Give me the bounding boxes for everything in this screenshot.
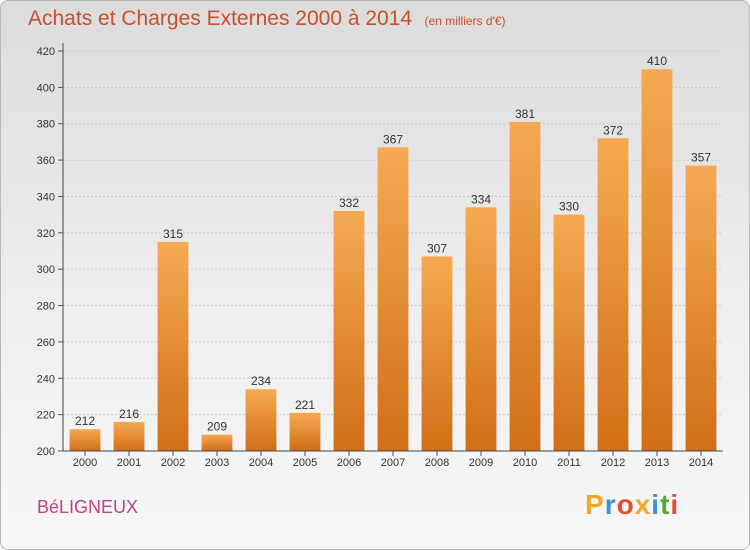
proxiti-logo: Proxiti [585, 489, 679, 521]
data-label: 307 [427, 241, 447, 255]
commune-name: BéLIGNEUX [37, 497, 139, 517]
bar-2012 [597, 138, 629, 452]
logo-letter: i [670, 489, 680, 520]
y-tick-label: 280 [37, 301, 55, 313]
bar-2002 [157, 241, 189, 451]
x-tick-label: 2000 [73, 457, 97, 469]
bar-2001 [113, 421, 145, 451]
x-tick-label: 2005 [293, 457, 317, 469]
data-label: 372 [603, 123, 623, 137]
y-tick-label: 320 [37, 228, 55, 240]
y-tick-label: 340 [37, 191, 55, 203]
bar-2008 [421, 256, 453, 451]
data-label: 221 [295, 398, 315, 412]
x-tick-label: 2007 [381, 457, 405, 469]
y-tick-label: 300 [37, 264, 55, 276]
bar-2011 [553, 214, 585, 451]
bar-2010 [509, 121, 541, 451]
x-tick-label: 2014 [689, 457, 713, 469]
y-tick-label: 220 [37, 410, 55, 422]
chart-title: Achats et Charges Externes 2000 à 2014 [28, 7, 413, 30]
data-label: 332 [339, 196, 359, 210]
data-label: 234 [251, 374, 271, 388]
x-tick-label: 2012 [601, 457, 625, 469]
bars-layer: 212 216 315 209 234 221 332 367 307 334 381 330 372 4… [69, 54, 717, 452]
bar-2006 [333, 211, 365, 451]
logo-letter: P [585, 489, 605, 520]
bar-2013 [641, 69, 673, 451]
y-tick-label: 240 [37, 373, 55, 385]
data-label: 216 [119, 407, 139, 421]
x-tick-label: 2002 [161, 457, 185, 469]
logo-letter: r [604, 489, 617, 520]
title-row: Achats et Charges Externes 2000 à 2014 (… [28, 7, 506, 31]
data-label: 381 [515, 107, 535, 121]
logo-letter: x [634, 489, 652, 520]
data-label: 357 [691, 151, 711, 165]
bar-2007 [377, 147, 409, 451]
x-tick-label: 2009 [469, 457, 493, 469]
logo-letter: i [651, 489, 661, 520]
data-label: 334 [471, 192, 491, 206]
x-tick-label: 2008 [425, 457, 449, 469]
y-tick-label: 260 [37, 337, 55, 349]
bar-2000 [69, 429, 101, 451]
x-tick-label: 2003 [205, 457, 229, 469]
x-tick-label: 2006 [337, 457, 361, 469]
bar-2005 [289, 412, 321, 451]
axis-layer: 200 220 240 260 280 300 320 340 360 380 400 420 2000… [37, 43, 723, 469]
data-label: 410 [647, 54, 667, 68]
data-label: 367 [383, 132, 403, 146]
x-tick-label: 2001 [117, 457, 141, 469]
x-tick-label: 2011 [557, 457, 581, 469]
data-label: 209 [207, 420, 227, 434]
bar-2004 [245, 389, 277, 451]
chart-subtitle: (en milliers d'€) [424, 14, 506, 28]
y-tick-label: 380 [37, 119, 55, 131]
data-label: 315 [163, 227, 183, 241]
logo-letter: t [660, 489, 671, 520]
logo-letter: o [616, 489, 635, 520]
y-tick-label: 200 [37, 446, 55, 458]
x-tick-label: 2004 [249, 457, 273, 469]
y-tick-label: 360 [37, 155, 55, 167]
x-tick-label: 2010 [513, 457, 537, 469]
data-label: 330 [559, 200, 579, 214]
data-label: 212 [75, 414, 95, 428]
bar-2009 [465, 207, 497, 451]
x-tick-label: 2013 [645, 457, 669, 469]
y-tick-label: 400 [37, 82, 55, 94]
bar-2003 [201, 434, 233, 451]
bar-2014 [685, 165, 717, 451]
y-tick-label: 420 [37, 46, 55, 58]
